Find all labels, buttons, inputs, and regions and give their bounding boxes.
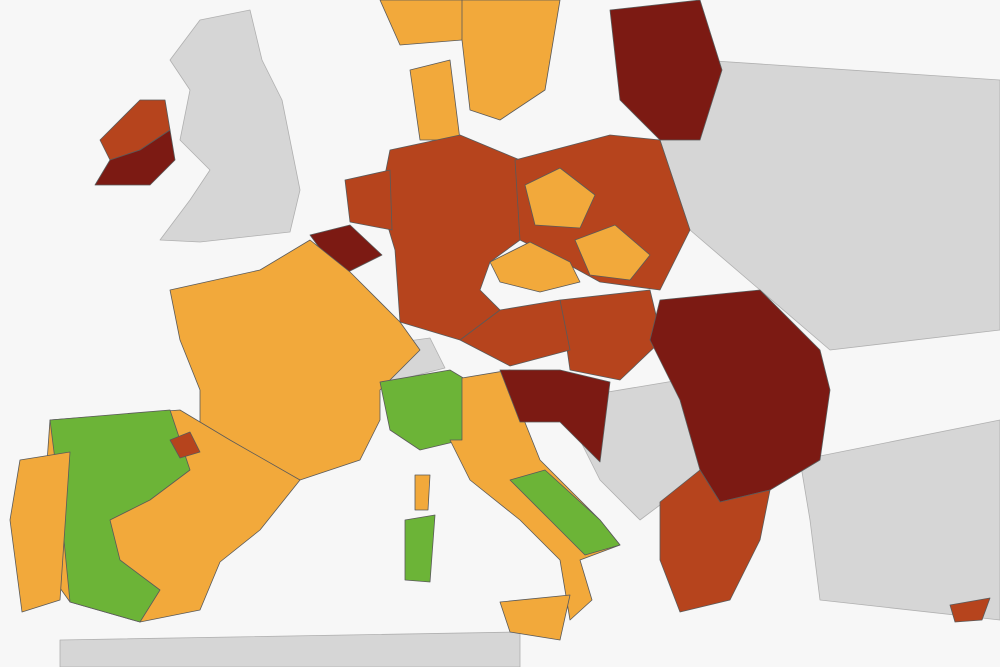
sweden <box>461 0 561 121</box>
hungary-slovakia <box>559 289 663 381</box>
turkey <box>799 419 1000 621</box>
baltics <box>609 0 723 141</box>
czechia <box>489 241 581 293</box>
poland-south <box>574 224 651 281</box>
corsica <box>414 474 431 511</box>
sardinia <box>404 514 436 583</box>
austria <box>459 299 571 367</box>
north-africa <box>59 631 521 667</box>
ireland-south <box>94 129 176 186</box>
basque <box>169 431 201 459</box>
netherlands <box>344 169 393 231</box>
germany <box>379 134 521 341</box>
cyprus <box>949 597 991 623</box>
france <box>169 239 421 481</box>
italy-south <box>509 469 621 556</box>
uk <box>159 9 301 243</box>
greece <box>659 469 771 613</box>
sicily <box>499 594 571 641</box>
portugal <box>9 451 71 613</box>
poland-central <box>524 167 596 229</box>
croatia-slovenia <box>499 369 611 463</box>
